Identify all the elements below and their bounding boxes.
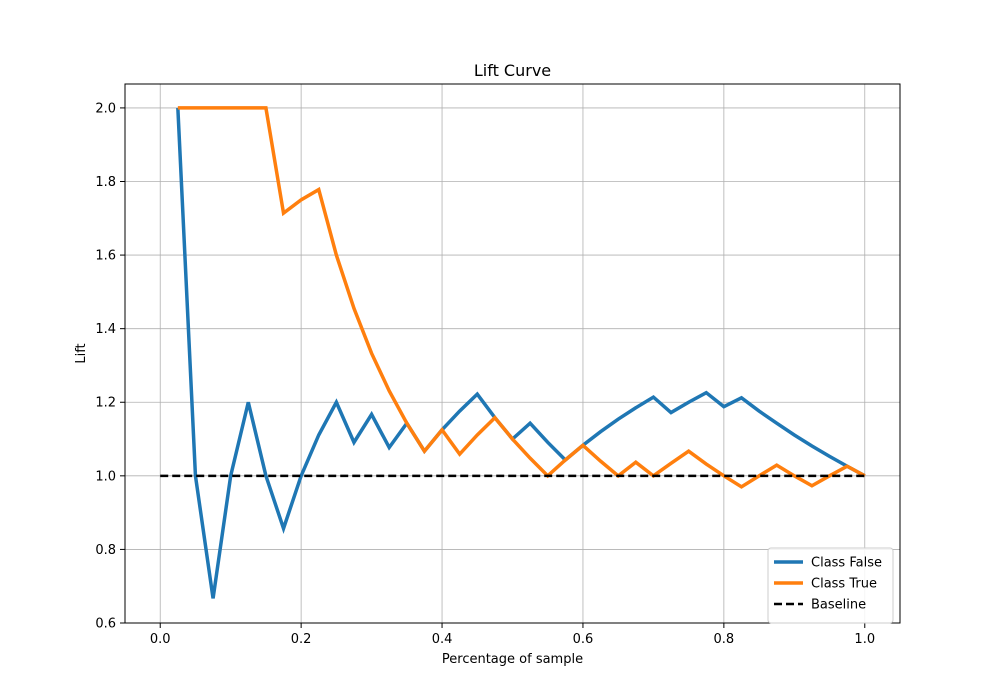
x-tick-label: 0.6 (573, 632, 594, 647)
x-tick-label: 0.8 (714, 632, 735, 647)
x-tick-label: 0.0 (150, 632, 171, 647)
y-tick-label: 0.8 (95, 543, 116, 558)
x-tick-label: 0.4 (432, 632, 453, 647)
series-layer (160, 106, 866, 599)
chart-title: Lift Curve (474, 61, 551, 80)
y-tick-label: 1.2 (95, 396, 116, 411)
y-tick-label: 1.0 (95, 469, 116, 484)
legend: Class False Class True Baseline (767, 547, 894, 624)
x-tick-label: 0.2 (291, 632, 312, 647)
legend-label-class-false: Class False (811, 556, 882, 571)
y-tick-label: 0.6 (95, 617, 116, 632)
legend-label-class-true: Class True (811, 577, 877, 592)
plot-frame (124, 83, 901, 624)
x-axis-title: Percentage of sample (442, 652, 583, 667)
y-tick-label: 1.6 (95, 249, 116, 264)
y-tick-label: 1.8 (95, 175, 116, 190)
y-axis-title: Lift (74, 343, 89, 363)
y-tick-label: 2.0 (95, 101, 116, 116)
legend-label-baseline: Baseline (811, 598, 866, 613)
ticks: 0.0 0.2 0.4 0.6 0.8 1.0 0.6 0.8 1.0 1.2 1.4 1.6 1.8 2… (95, 101, 875, 647)
x-tick-label: 1.0 (854, 632, 875, 647)
grid (125, 84, 900, 624)
y-tick-label: 1.4 (95, 322, 116, 337)
series-line-class-false (176, 107, 866, 599)
series-line-class-true (177, 106, 866, 489)
